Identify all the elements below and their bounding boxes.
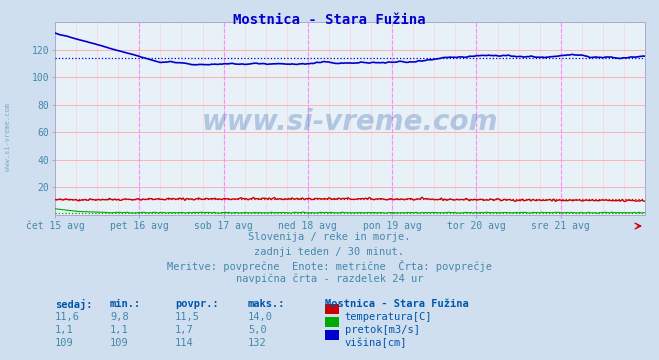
Text: 11,5: 11,5	[175, 312, 200, 322]
Text: www.si-vreme.com: www.si-vreme.com	[5, 103, 11, 171]
Text: Slovenija / reke in morje.: Slovenija / reke in morje.	[248, 232, 411, 242]
Text: maks.:: maks.:	[248, 299, 285, 309]
Text: povpr.:: povpr.:	[175, 299, 219, 309]
Text: zadnji teden / 30 minut.: zadnji teden / 30 minut.	[254, 247, 405, 257]
Text: 11,6: 11,6	[55, 312, 80, 322]
Text: sedaj:: sedaj:	[55, 299, 92, 310]
Text: 1,7: 1,7	[175, 325, 194, 335]
Text: 1,1: 1,1	[110, 325, 129, 335]
Text: temperatura[C]: temperatura[C]	[345, 312, 432, 322]
Text: 109: 109	[55, 338, 74, 348]
Text: www.si-vreme.com: www.si-vreme.com	[202, 108, 498, 136]
Text: višina[cm]: višina[cm]	[345, 338, 407, 348]
Text: navpična črta - razdelek 24 ur: navpična črta - razdelek 24 ur	[236, 273, 423, 284]
Text: 9,8: 9,8	[110, 312, 129, 322]
Text: 14,0: 14,0	[248, 312, 273, 322]
Text: min.:: min.:	[110, 299, 141, 309]
Text: Meritve: povprečne  Enote: metrične  Črta: povprečje: Meritve: povprečne Enote: metrične Črta:…	[167, 260, 492, 272]
Text: 114: 114	[175, 338, 194, 348]
Text: 5,0: 5,0	[248, 325, 267, 335]
Text: 1,1: 1,1	[55, 325, 74, 335]
Text: 132: 132	[248, 338, 267, 348]
Text: pretok[m3/s]: pretok[m3/s]	[345, 325, 420, 335]
Text: 109: 109	[110, 338, 129, 348]
Text: Mostnica - Stara Fužina: Mostnica - Stara Fužina	[325, 299, 469, 309]
Text: Mostnica - Stara Fužina: Mostnica - Stara Fužina	[233, 13, 426, 27]
